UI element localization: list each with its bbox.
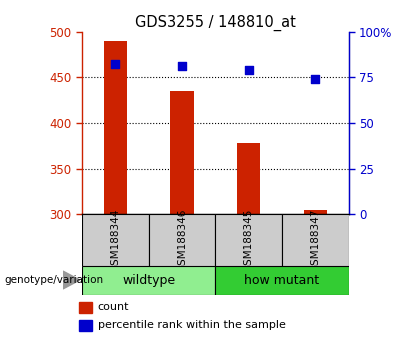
Point [112, 61, 118, 67]
Text: GSM188344: GSM188344 [110, 208, 120, 272]
Bar [79, 302, 92, 313]
Point [178, 64, 185, 69]
Bar [82, 266, 215, 295]
Point [245, 67, 252, 73]
Bar [79, 320, 92, 331]
Bar [149, 214, 215, 266]
Bar [304, 210, 327, 214]
Text: count: count [97, 302, 129, 312]
Text: GSM188346: GSM188346 [177, 208, 187, 272]
Bar [215, 214, 282, 266]
Point [312, 76, 319, 82]
Text: genotype/variation: genotype/variation [4, 275, 103, 285]
Bar [215, 266, 349, 295]
Bar [282, 214, 349, 266]
Text: GSM188347: GSM188347 [310, 208, 320, 272]
Text: how mutant: how mutant [244, 274, 320, 286]
Title: GDS3255 / 148810_at: GDS3255 / 148810_at [135, 14, 296, 30]
Text: wildtype: wildtype [122, 274, 175, 286]
Bar [170, 91, 194, 214]
Text: GSM188345: GSM188345 [244, 208, 254, 272]
Text: percentile rank within the sample: percentile rank within the sample [97, 320, 286, 330]
Bar [82, 214, 149, 266]
Polygon shape [63, 271, 80, 289]
Bar [104, 41, 127, 214]
Bar [237, 143, 260, 214]
